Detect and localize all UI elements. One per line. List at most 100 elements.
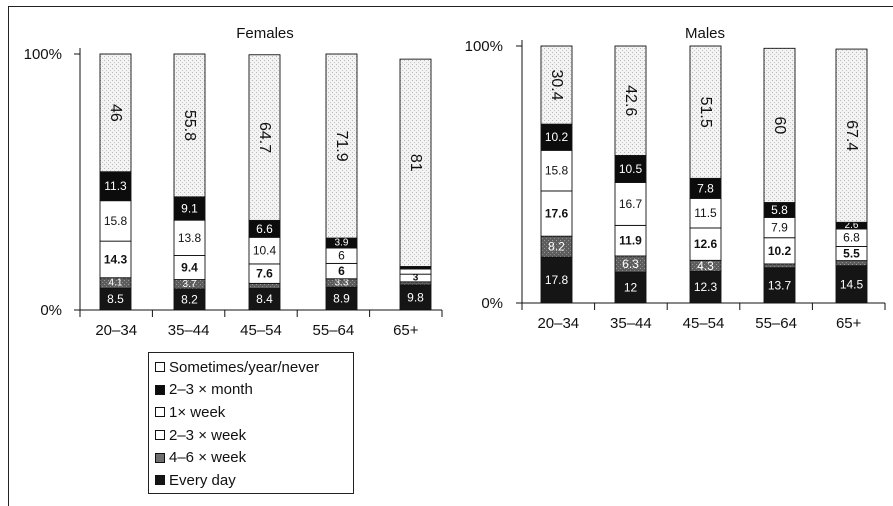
- females-data-label-55-64-two_three_week: 6: [338, 264, 345, 278]
- males-data-label-55-64-every_day: 13.7: [768, 278, 792, 292]
- legend-label-two-three-month: 2–3 × month: [169, 381, 253, 399]
- legend-item-one-week: 1× week: [155, 401, 353, 424]
- males-data-label-55-64-two_three_month: 5.8: [771, 203, 788, 217]
- females-data-label-45-54-every_day: 8.4: [256, 292, 273, 306]
- legend-label-two-three-week: 2–3 × week: [169, 426, 247, 444]
- females-data-label-20-34-every_day: 8.5: [107, 292, 124, 306]
- females-data-label-45-54-two_three_month: 6.6: [256, 222, 273, 236]
- legend-label-one-week: 1× week: [169, 403, 226, 421]
- females-data-label-35-44-every_day: 8.2: [181, 293, 198, 307]
- males-data-label-35-44-one_week: 16.7: [619, 197, 643, 211]
- females-x-tick-label: 45–54: [240, 322, 282, 339]
- females-bar-20-34-two_three_month: [99, 171, 132, 202]
- males-data-label-45-54-one_week: 11.5: [694, 206, 717, 220]
- females-data-label-65-two_three_week: 3: [413, 273, 419, 284]
- males-y-tick-label: 100%: [465, 38, 503, 55]
- males-data-label-55-64-one_week: 7.9: [771, 221, 788, 235]
- frame-top-border: [8, 6, 893, 7]
- males-x-tick-label: 65+: [836, 315, 862, 332]
- males-data-label-65-every_day: 14.5: [840, 277, 864, 291]
- males-bar-65-four_six_week: [835, 260, 868, 267]
- females-data-label-55-64-two_three_month: 3.9: [335, 238, 349, 249]
- males-data-label-65-sometimes: 67.4: [843, 120, 860, 151]
- females-data-label-65-sometimes: 81: [407, 154, 424, 172]
- females-x-tick-label: 35–44: [168, 322, 210, 339]
- females-data-label-45-54-two_three_week: 7.6: [256, 267, 273, 281]
- males-x-tick-label: 55–64: [755, 315, 797, 332]
- males-data-label-55-64-sometimes: 60: [771, 117, 788, 135]
- males-bar-65-every_day: [835, 265, 868, 304]
- males-x-tick-label: 45–54: [683, 315, 725, 332]
- females-chart-title: Females: [236, 25, 294, 42]
- females-bar-35-44-one_week: [173, 219, 206, 256]
- males-data-label-35-44-every_day: 12: [624, 281, 638, 295]
- females-data-label-35-44-two_three_week: 9.4: [181, 261, 198, 275]
- females-x-tick-label: 20–34: [95, 322, 137, 339]
- females-bar-45-54-sometimes: [248, 54, 281, 221]
- males-data-label-45-54-two_three_month: 7.8: [697, 181, 714, 195]
- males-bar-45-54-two_three_week: [689, 227, 722, 261]
- males-data-label-35-44-two_three_week: 11.9: [619, 234, 642, 248]
- legend-swatch-two-three-month: [155, 384, 165, 395]
- females-bar-35-44-sometimes: [173, 53, 206, 198]
- males-data-label-20-34-four_six_week: 8.2: [548, 240, 565, 254]
- males-data-label-20-34-one_week: 15.8: [545, 164, 569, 178]
- males-data-label-20-34-two_three_month: 10.2: [545, 130, 569, 144]
- females-x-tick-label: 55–64: [313, 322, 355, 339]
- males-data-label-35-44-two_three_month: 10.5: [619, 162, 643, 176]
- males-bar-55-64-four_six_week: [763, 263, 796, 269]
- males-data-label-65-two_three_week: 5.5: [843, 247, 860, 261]
- females-data-label-35-44-sometimes: 55.8: [181, 110, 198, 141]
- females-y-tick-label: 0%: [40, 302, 62, 319]
- females-bar-20-34-two_three_week: [99, 240, 132, 279]
- females-data-label-35-44-one_week: 13.8: [178, 231, 202, 245]
- males-data-label-45-54-four_six_week: 4.3: [697, 259, 714, 273]
- males-bar-35-44-one_week: [614, 182, 647, 226]
- males-data-label-45-54-every_day: 12.3: [694, 280, 718, 294]
- males-bar-55-64-every_day: [763, 267, 796, 304]
- males-bar-35-44-sometimes: [614, 45, 647, 156]
- legend-item-every-day: Every day: [155, 469, 353, 492]
- females-data-label-55-64-sometimes: 71.9: [333, 130, 350, 161]
- males-chart-title: Males: [685, 25, 725, 42]
- females-data-label-55-64-four_six_week: 3.3: [335, 277, 349, 288]
- legend-item-two-three-week: 2–3 × week: [155, 424, 353, 447]
- females-data-label-20-34-two_three_month: 11.3: [104, 179, 127, 193]
- females-data-label-20-34-two_three_week: 14.3: [104, 252, 128, 266]
- males-data-label-65-one_week: 6.8: [843, 231, 860, 245]
- females-bar-65-one_week: [399, 268, 432, 275]
- females-bar-20-34-one_week: [99, 200, 132, 242]
- legend-swatch-two-three-week: [155, 430, 165, 441]
- legend-label-four-six-week: 4–6 × week: [169, 449, 247, 467]
- legend-item-four-six-week: 4–6 × week: [155, 446, 353, 469]
- females-data-label-55-64-one_week: 6: [338, 249, 345, 263]
- males-bar-65-sometimes: [835, 48, 868, 223]
- males-data-label-45-54-two_three_week: 12.6: [694, 237, 718, 251]
- legend-label-every-day: Every day: [169, 471, 236, 489]
- females-panel: Females 0% 100% 8.5 4.1 14.3 15.8 11.3 46 20–34 8.…: [24, 25, 443, 339]
- females-data-label-20-34-sometimes: 46: [107, 104, 124, 122]
- males-bar-55-64-two_three_week: [763, 237, 796, 265]
- males-bar-20-34-sometimes: [540, 45, 573, 125]
- females-data-label-35-44-two_three_month: 9.1: [181, 201, 198, 215]
- males-data-label-65-two_three_month: 2.6: [845, 220, 859, 231]
- females-data-label-20-34-four_six_week: 4.1: [109, 277, 123, 288]
- males-data-label-35-44-four_six_week: 6.3: [622, 257, 639, 271]
- legend-swatch-sometimes: [155, 362, 165, 373]
- frame-left-border: [8, 6, 9, 506]
- males-data-label-35-44-sometimes: 42.6: [622, 85, 639, 116]
- males-bar-55-64-sometimes: [763, 47, 796, 203]
- females-bar-55-64-sometimes: [325, 53, 358, 239]
- females-bar-20-34-sometimes: [99, 53, 132, 173]
- legend-item-two-three-month: 2–3 × month: [155, 379, 353, 402]
- males-bar-20-34-every_day: [540, 256, 573, 304]
- legend-swatch-four-six-week: [155, 452, 165, 463]
- males-data-label-55-64-two_three_week: 10.2: [768, 244, 792, 258]
- males-data-label-45-54-sometimes: 51.5: [697, 97, 714, 128]
- females-data-label-65-every_day: 9.8: [407, 290, 424, 304]
- females-data-label-45-54-sometimes: 64.7: [256, 122, 273, 153]
- females-y-tick-label: 100%: [24, 46, 62, 63]
- legend-item-sometimes: Sometimes/year/never: [155, 356, 353, 379]
- legend: Sometimes/year/never 2–3 × month 1× week…: [148, 352, 354, 494]
